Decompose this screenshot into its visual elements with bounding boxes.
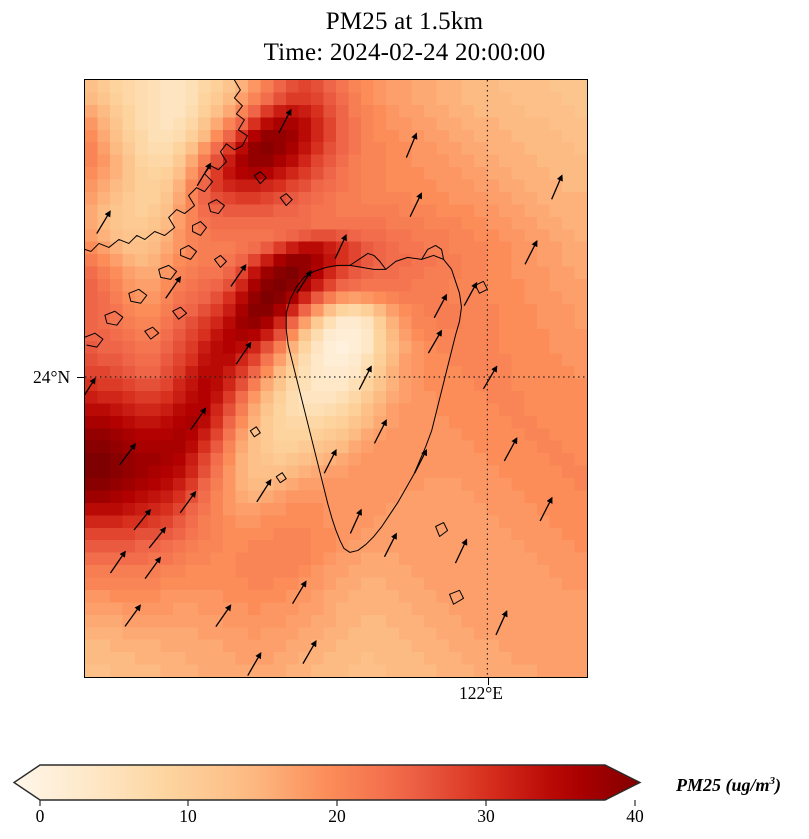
colorbar-tick-10: 10 (179, 806, 197, 826)
coastline-layer (85, 80, 488, 605)
wind-arrow (551, 174, 563, 200)
wind-arrow (148, 526, 167, 549)
figure-title: PM25 at 1.5km Time: 2024-02-24 20:00:00 (0, 6, 809, 68)
colorbar-tick-40: 40 (626, 806, 644, 826)
pm25-heatmap-layer (85, 80, 587, 677)
colorbar-label-exponent: 3 (769, 775, 776, 787)
wind-arrow (247, 651, 262, 676)
wind-arrow (296, 269, 312, 294)
wind-arrow (334, 234, 347, 259)
title-line-time: Time: 2024-02-24 20:00:00 (263, 39, 546, 66)
wind-arrow (124, 604, 141, 627)
map-axes-frame (84, 79, 588, 678)
lat-tick-mark (77, 376, 84, 378)
wind-arrow (358, 365, 372, 390)
wind-arrow (85, 377, 96, 396)
wind-arrow (292, 580, 307, 605)
colorbar-graphic (12, 764, 642, 806)
wind-arrow (373, 419, 387, 444)
wind-arrow (235, 341, 252, 365)
wind-arrow (179, 490, 197, 514)
wind-arrow (190, 407, 207, 431)
wind-arrow (495, 610, 508, 636)
title-line-variable: PM25 at 1.5km (325, 8, 484, 35)
wind-arrow (302, 640, 317, 664)
gridlines-layer (85, 80, 587, 677)
colorbar-ticks (39, 800, 636, 806)
wind-arrow (503, 437, 518, 462)
colorbar-axis-label: PM25 (ug/m3) (676, 775, 781, 796)
wind-arrow (144, 556, 162, 579)
wind-arrow (278, 108, 292, 134)
wind-arrow (215, 604, 232, 628)
wind-vector-layer (85, 108, 563, 676)
wind-arrow (196, 162, 212, 187)
wind-arrow (433, 293, 448, 319)
colorbar-tick-0: 0 (35, 806, 45, 826)
wind-arrow (427, 329, 443, 354)
wind-arrow (405, 132, 418, 158)
wind-arrow (96, 210, 111, 234)
wind-arrow (539, 496, 553, 522)
wind-arrow (133, 508, 152, 531)
colorbar-label-close: ) (775, 775, 782, 795)
wind-arrow (230, 264, 247, 287)
wind-arrow (349, 508, 362, 534)
colorbar-tick-20: 20 (328, 806, 346, 826)
lat-tick-label: 24°N (33, 367, 71, 387)
wind-arrow (463, 281, 478, 307)
wind-arrow (524, 240, 538, 265)
wind-arrow (383, 532, 397, 558)
wind-arrow (414, 448, 427, 474)
wind-arrow (323, 448, 337, 474)
map-panel (84, 79, 588, 678)
wind-arrow (165, 275, 182, 299)
colorbar-outline (12, 764, 642, 801)
wind-arrow (454, 538, 468, 564)
wind-arrow (409, 192, 423, 218)
colorbar-panel: 0 10 20 30 40 (0, 760, 809, 839)
colorbar-label-text: PM25 (ug/m (676, 775, 770, 795)
lon-tick-mark (487, 678, 489, 685)
wind-arrow (119, 443, 136, 466)
wind-arrow (256, 478, 272, 503)
wind-arrow (482, 365, 498, 390)
lon-tick-label: 122°E (459, 683, 503, 703)
wind-arrow (109, 550, 126, 574)
colorbar-tick-30: 30 (477, 806, 495, 826)
